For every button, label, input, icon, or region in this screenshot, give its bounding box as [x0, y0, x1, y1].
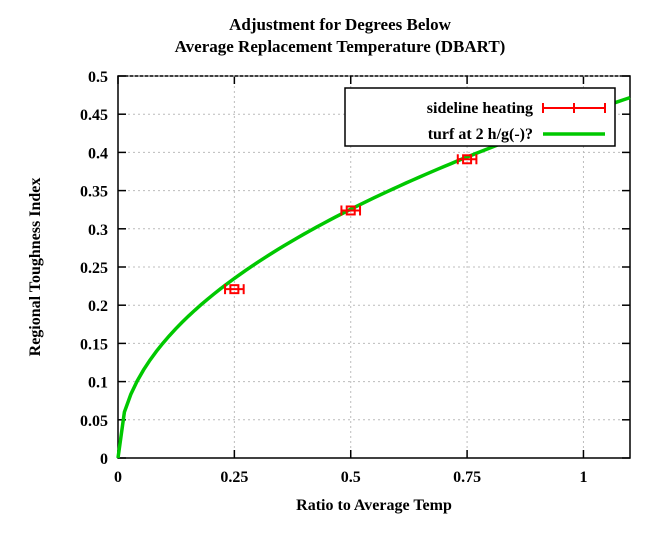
ytick-label: 0.05: [80, 413, 108, 430]
xtick-label: 0.75: [453, 469, 481, 486]
chart-container: Adjustment for Degrees Below Average Repl…: [0, 0, 655, 546]
ytick-label: 0.3: [88, 222, 108, 239]
ytick-label: 0.1: [88, 375, 108, 392]
chart-title-line2: Average Replacement Temperature (DBART): [175, 37, 506, 56]
chart-title-line1: Adjustment for Degrees Below: [229, 15, 451, 34]
curve-turf: [118, 98, 630, 458]
chart-svg: Adjustment for Degrees Below Average Repl…: [0, 0, 655, 546]
legend-label: turf at 2 h/g(-)?: [428, 126, 533, 143]
xtick-label: 1: [579, 469, 587, 486]
x-axis-label: Ratio to Average Temp: [296, 497, 452, 514]
ytick-label: 0.4: [88, 145, 108, 162]
xtick-label: 0.25: [220, 469, 248, 486]
xtick-label: 0.5: [341, 469, 361, 486]
xtick-label: 0: [114, 469, 122, 486]
ytick-label: 0.15: [80, 336, 108, 353]
ytick-label: 0.2: [88, 298, 108, 315]
ytick-label: 0.45: [80, 107, 108, 124]
ytick-label: 0.25: [80, 260, 108, 277]
ytick-label: 0: [100, 451, 108, 468]
legend-label: sideline heating: [427, 100, 533, 117]
ytick-label: 0.35: [80, 184, 108, 201]
ytick-label: 0.5: [88, 69, 108, 86]
y-axis-label: Regional Toughness Index: [27, 178, 44, 357]
